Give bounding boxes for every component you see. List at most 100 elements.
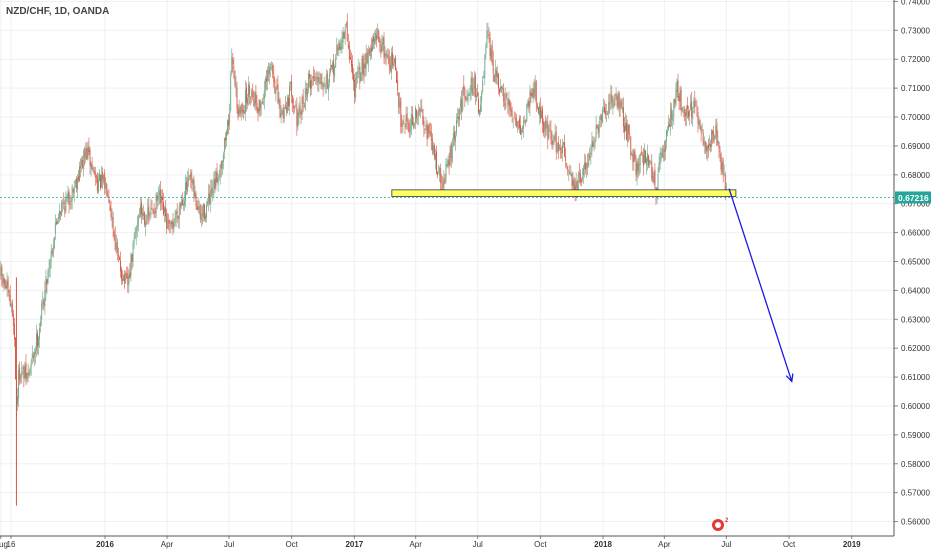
candle-body xyxy=(654,169,656,187)
candle xyxy=(617,90,619,112)
candle-body xyxy=(376,35,378,41)
candle xyxy=(331,64,332,71)
candle xyxy=(536,102,538,110)
candle xyxy=(406,106,408,130)
candle-body xyxy=(167,220,169,229)
candle-body xyxy=(50,251,52,261)
candle-body xyxy=(113,231,115,237)
candle xyxy=(499,87,500,97)
candle xyxy=(213,171,215,198)
candle xyxy=(59,203,61,223)
candle-body xyxy=(271,64,273,65)
candle xyxy=(48,259,50,278)
candle xyxy=(580,177,582,187)
candle-body xyxy=(251,89,253,97)
candle-body xyxy=(368,49,370,55)
candle-body xyxy=(428,123,430,134)
candle-body xyxy=(523,120,525,129)
candle xyxy=(382,35,384,52)
candle xyxy=(327,79,329,101)
candle-body xyxy=(155,193,157,213)
candle xyxy=(137,213,139,232)
candle-body xyxy=(511,110,513,117)
candle xyxy=(609,93,611,114)
candle xyxy=(212,180,214,202)
candle xyxy=(338,39,340,57)
candle xyxy=(15,337,16,380)
candle xyxy=(517,120,519,130)
candle-body xyxy=(274,79,276,93)
candle xyxy=(417,111,419,126)
candle xyxy=(561,146,562,159)
candle xyxy=(475,88,477,102)
candle-body xyxy=(443,177,445,191)
candle-body xyxy=(89,150,91,166)
candle xyxy=(446,158,448,168)
candle-body xyxy=(468,94,470,96)
candle xyxy=(721,157,723,176)
candle-body xyxy=(512,118,514,120)
candle-body xyxy=(99,172,100,182)
candle xyxy=(550,120,552,145)
candle-body xyxy=(411,114,413,125)
candle-body xyxy=(79,165,80,182)
candle xyxy=(315,72,317,85)
candle xyxy=(547,114,549,150)
candle-body xyxy=(4,279,6,288)
candle-body xyxy=(628,124,630,134)
candle xyxy=(218,169,220,182)
candle xyxy=(553,135,555,145)
grid xyxy=(0,0,894,536)
candle-body xyxy=(344,28,346,39)
candle-body xyxy=(305,88,307,95)
candle xyxy=(293,97,295,115)
candle xyxy=(643,143,645,165)
candle-body xyxy=(367,50,369,66)
candle-body xyxy=(489,37,491,57)
candle-body xyxy=(683,109,685,114)
candle-body xyxy=(408,122,410,132)
candle xyxy=(424,128,426,134)
candle-body xyxy=(168,219,170,224)
logo-hole xyxy=(715,522,721,528)
candle-body xyxy=(68,191,70,205)
candle xyxy=(670,101,672,136)
candle xyxy=(616,92,618,110)
x-tick-label: 16 xyxy=(7,540,16,549)
candle-body xyxy=(478,98,479,113)
candle-body xyxy=(692,110,694,120)
candle-body xyxy=(638,164,640,174)
candle-body xyxy=(608,101,610,115)
candle xyxy=(591,131,593,157)
candle-body xyxy=(570,174,572,176)
candle-body xyxy=(23,366,25,378)
candle xyxy=(367,45,369,73)
candle xyxy=(204,203,205,222)
candle xyxy=(460,96,462,115)
candle xyxy=(306,83,308,102)
candle-body xyxy=(241,103,243,113)
candle xyxy=(633,149,635,171)
candle-body xyxy=(663,149,665,152)
candle xyxy=(714,134,716,144)
candle-body xyxy=(69,203,71,206)
candle-body xyxy=(723,174,725,175)
candle xyxy=(79,161,80,183)
candle-body xyxy=(388,57,390,66)
candle xyxy=(397,71,399,96)
candle xyxy=(147,198,149,225)
candle xyxy=(135,225,137,245)
candle xyxy=(318,70,320,93)
candle xyxy=(229,103,231,130)
candle-body xyxy=(141,202,142,215)
candle-body xyxy=(546,121,548,130)
candle-body xyxy=(406,113,408,122)
candle xyxy=(26,372,28,384)
candle-body xyxy=(540,107,541,119)
candle-body xyxy=(93,170,95,173)
candle xyxy=(242,104,244,120)
candle xyxy=(215,168,217,191)
candle-body xyxy=(475,95,477,98)
